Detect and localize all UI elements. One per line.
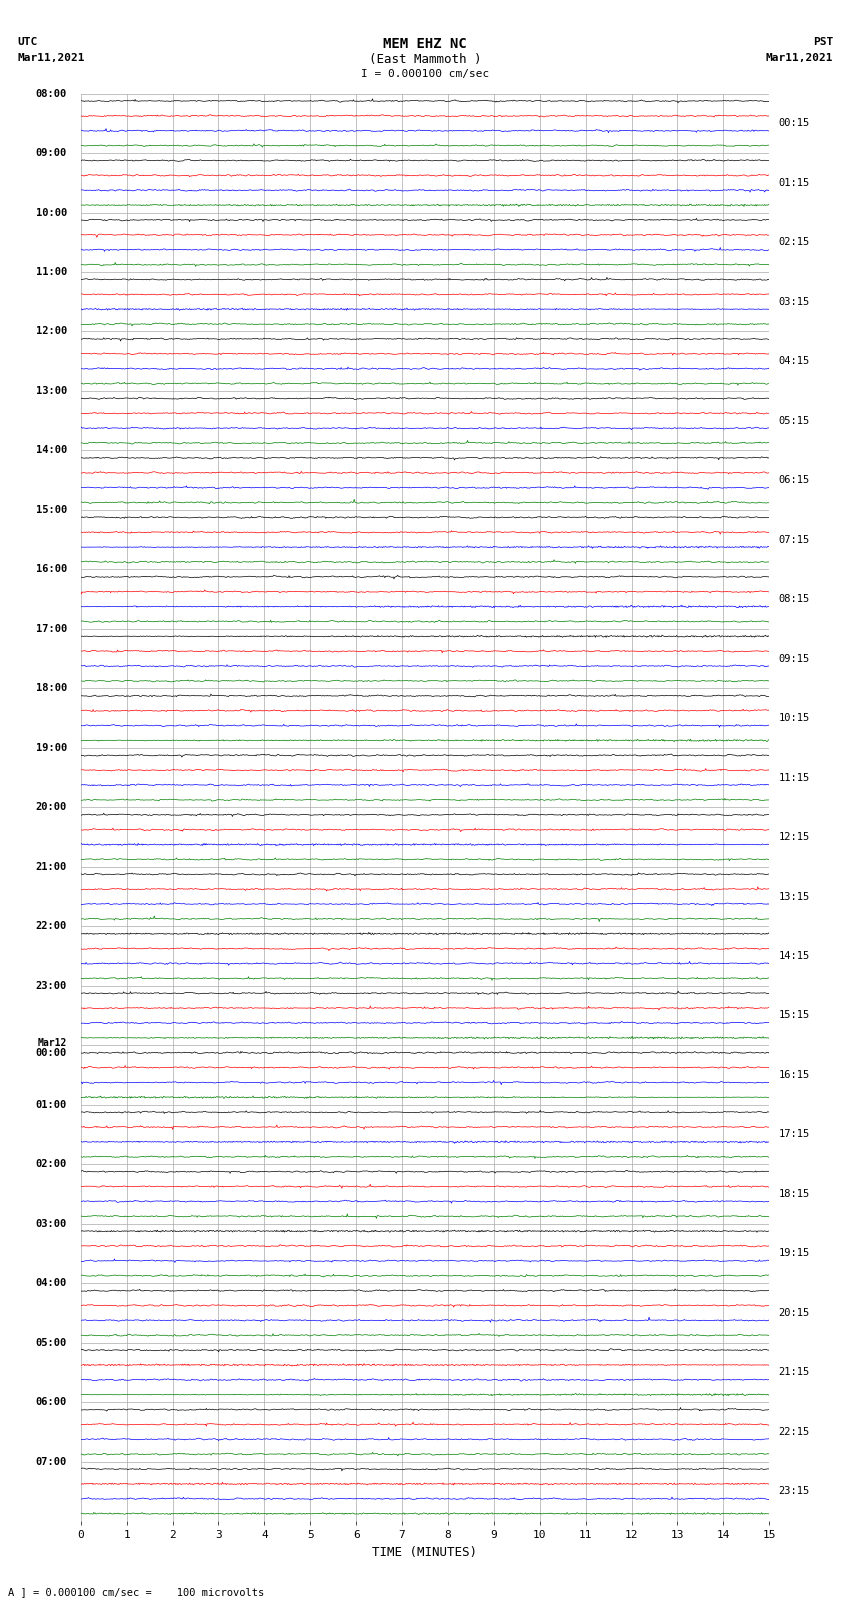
Text: Mar12: Mar12 (37, 1039, 67, 1048)
Text: MEM EHZ NC: MEM EHZ NC (383, 37, 467, 52)
X-axis label: TIME (MINUTES): TIME (MINUTES) (372, 1545, 478, 1558)
Text: 20:15: 20:15 (779, 1308, 810, 1318)
Text: 22:00: 22:00 (36, 921, 67, 931)
Text: 11:15: 11:15 (779, 773, 810, 782)
Text: 19:15: 19:15 (779, 1248, 810, 1258)
Text: 14:00: 14:00 (36, 445, 67, 455)
Text: Mar11,2021: Mar11,2021 (17, 53, 84, 63)
Text: 14:15: 14:15 (779, 952, 810, 961)
Text: 17:15: 17:15 (779, 1129, 810, 1139)
Text: 06:00: 06:00 (36, 1397, 67, 1407)
Text: A ] = 0.000100 cm/sec =    100 microvolts: A ] = 0.000100 cm/sec = 100 microvolts (8, 1587, 264, 1597)
Text: 16:15: 16:15 (779, 1069, 810, 1081)
Text: 15:00: 15:00 (36, 505, 67, 515)
Text: 05:15: 05:15 (779, 416, 810, 426)
Text: 21:15: 21:15 (779, 1368, 810, 1378)
Text: 02:15: 02:15 (779, 237, 810, 247)
Text: 06:15: 06:15 (779, 476, 810, 486)
Text: UTC: UTC (17, 37, 37, 47)
Text: 01:00: 01:00 (36, 1100, 67, 1110)
Text: 04:00: 04:00 (36, 1277, 67, 1289)
Text: 13:00: 13:00 (36, 386, 67, 395)
Text: 05:00: 05:00 (36, 1337, 67, 1347)
Text: 00:00: 00:00 (36, 1048, 67, 1058)
Text: 00:15: 00:15 (779, 118, 810, 129)
Text: 03:00: 03:00 (36, 1219, 67, 1229)
Text: 10:00: 10:00 (36, 208, 67, 218)
Text: 17:00: 17:00 (36, 624, 67, 634)
Text: 18:00: 18:00 (36, 684, 67, 694)
Text: 12:00: 12:00 (36, 326, 67, 337)
Text: 21:00: 21:00 (36, 861, 67, 871)
Text: 10:15: 10:15 (779, 713, 810, 723)
Text: 09:15: 09:15 (779, 653, 810, 663)
Text: 16:00: 16:00 (36, 565, 67, 574)
Text: 08:15: 08:15 (779, 594, 810, 605)
Text: 20:00: 20:00 (36, 802, 67, 813)
Text: 22:15: 22:15 (779, 1428, 810, 1437)
Text: (East Mammoth ): (East Mammoth ) (369, 53, 481, 66)
Text: 11:00: 11:00 (36, 268, 67, 277)
Text: 04:15: 04:15 (779, 356, 810, 366)
Text: 13:15: 13:15 (779, 892, 810, 902)
Text: 12:15: 12:15 (779, 832, 810, 842)
Text: 09:00: 09:00 (36, 148, 67, 158)
Text: 07:15: 07:15 (779, 534, 810, 545)
Text: I = 0.000100 cm/sec: I = 0.000100 cm/sec (361, 69, 489, 79)
Text: 07:00: 07:00 (36, 1457, 67, 1466)
Text: 01:15: 01:15 (779, 177, 810, 187)
Text: 03:15: 03:15 (779, 297, 810, 306)
Text: 23:00: 23:00 (36, 981, 67, 990)
Text: PST: PST (813, 37, 833, 47)
Text: Mar11,2021: Mar11,2021 (766, 53, 833, 63)
Text: 18:15: 18:15 (779, 1189, 810, 1198)
Text: 23:15: 23:15 (779, 1486, 810, 1497)
Text: 19:00: 19:00 (36, 744, 67, 753)
Text: 08:00: 08:00 (36, 89, 67, 98)
Text: 02:00: 02:00 (36, 1160, 67, 1169)
Text: 15:15: 15:15 (779, 1010, 810, 1021)
